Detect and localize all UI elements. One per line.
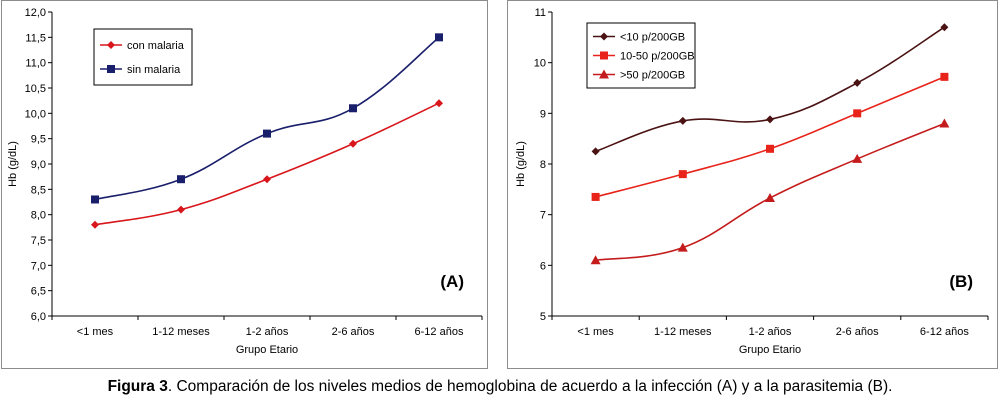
data-point-10-50-p-200gb (591, 192, 600, 201)
data-point-10-p-200gb (766, 115, 774, 124)
chart-panel-a: 6,0 6,5 7,0 7,5 8,0 8,5 9,0 9,5 10,0 10,5 11,0 11,5… (1, 0, 488, 369)
chart-b-x-tick-label: 1-12 meses (654, 326, 712, 338)
data-point-50-p-200gb (939, 118, 950, 128)
data-point-10-p-200gb (591, 147, 600, 156)
chart-a-x-tick-label: <1 mes (77, 326, 114, 338)
data-point-con-malaria (91, 220, 99, 229)
chart-a-x-tick-label: 1-12 meses (152, 326, 210, 338)
figure-caption: Figura 3. Comparación de los niveles med… (0, 378, 1000, 396)
chart-b-y-tick-label: 9 (540, 108, 546, 120)
data-point-con-malaria (349, 139, 357, 148)
chart-b-x-tick-label: 6-12 años (920, 326, 969, 338)
data-point-10-p-200gb (853, 78, 862, 87)
data-point-10-50-p-200gb (678, 170, 687, 179)
chart-a-y-tick-label: 9,5 (31, 134, 46, 146)
chart-b-x-tick-label: <1 mes (577, 326, 614, 338)
chart-b-y-tick-label: 11 (535, 7, 546, 19)
chart-b-y-tick-label: 7 (540, 210, 546, 222)
data-point-sin-malaria (91, 195, 99, 204)
legend-marker (107, 65, 115, 73)
chart-b-x-tick-label: 1-2 años (749, 326, 792, 338)
chart-b-svg: 5 6 7 8 9 10 11 <1 mes 1-12 meses 1-2 años 2-6 año… (515, 7, 989, 356)
chart-a-y-axis-title: Hb (g/dL) (7, 141, 19, 187)
data-point-50-p-200gb (590, 255, 601, 265)
data-point-10-50-p-200gb (940, 72, 949, 81)
data-point-sin-malaria (435, 33, 443, 42)
chart-a-svg: 6,0 6,5 7,0 7,5 8,0 8,5 9,0 9,5 10,0 10,5 11,0 11,5… (7, 7, 483, 356)
chart-a-x-tick-label: 2-6 años (332, 326, 375, 338)
chart-b-panel-label: (B) (949, 272, 973, 291)
data-point-sin-malaria (349, 104, 357, 113)
chart-a-y-tick-label: 10,5 (25, 83, 46, 95)
legend-label: >50 p/200GB (620, 70, 685, 82)
series-line-con-malaria (94, 102, 440, 226)
chart-a-y-tick-label: 6,5 (31, 286, 46, 298)
legend-marker (599, 69, 609, 79)
data-point-10-p-200gb (678, 116, 687, 125)
chart-b-y-tick-label: 5 (540, 311, 546, 323)
data-point-con-malaria (177, 205, 185, 214)
legend-marker (107, 41, 115, 49)
chart-b-x-axis-title: Grupo Etario (739, 344, 801, 356)
data-point-sin-malaria (177, 175, 185, 184)
legend-label: 10-50 p/200GB (620, 51, 695, 63)
caption-label: Figura 3 (107, 378, 168, 395)
legend-label: sin malaria (127, 64, 181, 76)
series-line-50-p-200gb (595, 122, 945, 262)
data-point-con-malaria (263, 175, 271, 184)
data-point-10-p-200gb (940, 23, 949, 32)
chart-a-y-tick-label: 7,0 (31, 260, 46, 272)
data-point-10-50-p-200gb (853, 109, 862, 118)
chart-b-x-tick-label: 2-6 años (836, 326, 879, 338)
chart-a-x-axis-title: Grupo Etario (236, 344, 298, 356)
legend-label: con malaria (127, 40, 185, 52)
chart-a-x-tick-label: 1-2 años (246, 326, 289, 338)
chart-b-y-tick-label: 6 (540, 260, 546, 272)
chart-a-panel-label: (A) (440, 272, 464, 291)
data-point-50-p-200gb (677, 242, 688, 252)
chart-a-y-tick-label: 8,0 (31, 210, 46, 222)
data-point-con-malaria (435, 99, 443, 108)
chart-a-x-tick-label: 6-12 años (415, 326, 464, 338)
data-point-50-p-200gb (765, 192, 775, 202)
chart-a-y-tick-label: 7,5 (31, 235, 46, 247)
legend-label: <10 p/200GB (620, 32, 685, 44)
chart-a-y-tick-label: 6,0 (31, 311, 46, 323)
chart-b-y-tick-label: 8 (540, 159, 546, 171)
chart-a-y-tick-label: 11,5 (25, 32, 46, 44)
caption-text: . Comparación de los niveles medios de h… (167, 378, 893, 395)
chart-a-y-tick-label: 10,0 (25, 108, 46, 120)
chart-b-y-tick-label: 10 (534, 58, 546, 70)
chart-a-y-tick-label: 11,0 (25, 58, 46, 70)
chart-a-y-tick-label: 8,5 (31, 184, 46, 196)
series-line-10-50-p-200gb (595, 76, 945, 198)
chart-panel-b: 5 6 7 8 9 10 11 <1 mes 1-12 meses 1-2 años 2-6 año… (507, 0, 998, 369)
legend-marker (600, 32, 608, 41)
legend-marker (600, 51, 608, 60)
data-point-50-p-200gb (852, 153, 863, 163)
chart-a-y-tick-label: 12,0 (25, 7, 46, 19)
data-point-10-50-p-200gb (766, 144, 774, 153)
data-point-sin-malaria (263, 129, 271, 138)
chart-a-legend (93, 28, 193, 86)
chart-a-y-tick-label: 9,0 (31, 159, 46, 171)
chart-b-y-axis-title: Hb (g/dL) (515, 141, 527, 187)
